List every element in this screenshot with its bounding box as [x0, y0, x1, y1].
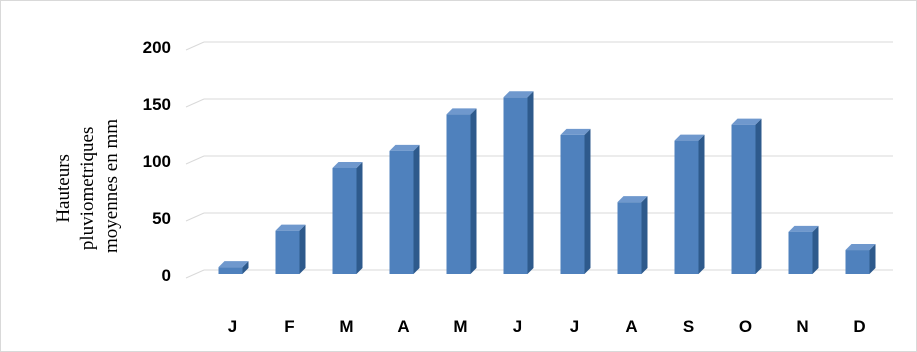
bar-side: [869, 244, 876, 274]
bar: [845, 244, 876, 274]
bar-side: [641, 196, 648, 274]
bar-front: [275, 230, 300, 274]
x-tick-label: J: [228, 317, 237, 336]
bar-side: [584, 128, 591, 274]
bar-front: [845, 250, 870, 274]
bar-front: [617, 202, 642, 274]
gridlines: [185, 41, 893, 279]
x-tick-label: A: [625, 317, 637, 336]
bar-top: [275, 224, 306, 231]
x-tick-label: A: [397, 317, 409, 336]
y-tick-label: 150: [143, 95, 171, 114]
bar-front: [446, 114, 471, 275]
bar-top: [446, 108, 477, 115]
bar-front: [560, 134, 585, 274]
y-axis-label-line-1: Hauteurs: [53, 154, 74, 223]
bar: [788, 225, 819, 274]
bar-front: [788, 231, 813, 274]
gridline-slant: [185, 98, 205, 108]
bar-front: [218, 267, 243, 274]
y-axis-label-line-2: pluviometriques: [77, 127, 98, 250]
bar-side: [527, 91, 534, 274]
bar: [218, 261, 249, 274]
bar-top: [788, 225, 819, 232]
y-tick-label: 100: [143, 152, 171, 171]
bar-top: [332, 161, 363, 168]
bar-top: [503, 91, 534, 98]
bar-side: [470, 108, 477, 275]
gridline-slant: [185, 212, 205, 222]
x-tick-label: S: [683, 317, 694, 336]
y-axis-label: Hauteurs pluviometriques moyennes en mm: [53, 119, 122, 253]
bar: [446, 108, 477, 275]
bar: [275, 224, 306, 274]
y-tick-label: 0: [162, 266, 171, 285]
bar: [560, 128, 591, 274]
x-tick-label: O: [739, 317, 752, 336]
bar-side: [299, 224, 306, 274]
bar: [674, 134, 705, 274]
x-tick-label: F: [284, 317, 294, 336]
x-tick-label: J: [570, 317, 579, 336]
bar-side: [413, 144, 420, 274]
x-tick-label: M: [339, 317, 353, 336]
bar-top: [674, 134, 705, 141]
bar-top: [389, 144, 420, 151]
bar-front: [389, 150, 414, 274]
bar: [617, 196, 648, 274]
bar-front: [731, 124, 756, 274]
bar: [503, 91, 534, 274]
y-axis-label-line-3: moyennes en mm: [101, 119, 122, 253]
bar-front: [503, 97, 528, 274]
x-tick-label: D: [853, 317, 865, 336]
gridline-slant: [185, 269, 205, 279]
bars: [218, 91, 876, 275]
y-axis-ticks: 0 50 100 150 200: [143, 38, 171, 285]
y-tick-label: 200: [143, 38, 171, 57]
bar: [389, 144, 420, 274]
bar: [332, 161, 363, 274]
bar: [731, 118, 762, 274]
bar-top: [218, 261, 249, 268]
x-tick-label: J: [513, 317, 522, 336]
y-tick-label: 50: [152, 209, 171, 228]
bar-top: [617, 196, 648, 203]
gridline-slant: [185, 155, 205, 165]
bar-side: [242, 261, 249, 274]
x-tick-label: M: [453, 317, 467, 336]
x-tick-label: N: [796, 317, 808, 336]
gridline-slant: [185, 41, 205, 51]
bar-front: [332, 167, 357, 274]
bar-side: [812, 225, 819, 274]
bar-top: [731, 118, 762, 125]
bar-side: [698, 134, 705, 274]
bar-front: [674, 140, 699, 274]
bar-side: [356, 161, 363, 274]
bar-top: [560, 128, 591, 135]
bar-top: [845, 244, 876, 251]
bar-side: [755, 118, 762, 274]
